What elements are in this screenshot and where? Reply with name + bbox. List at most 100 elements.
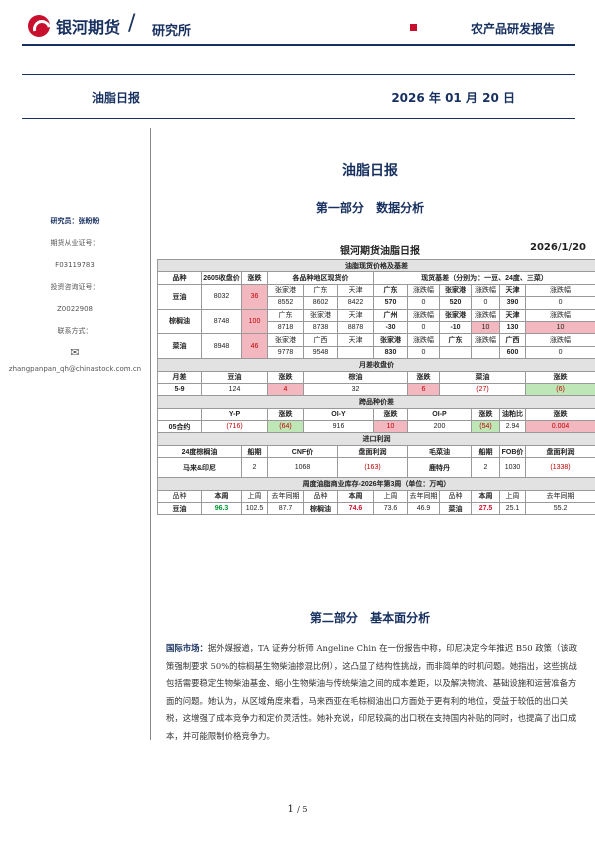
cell: 品种 — [157, 271, 202, 285]
cell: 棕榈油 — [303, 502, 338, 516]
cell: 8552 — [267, 296, 304, 310]
cell: 4 — [267, 382, 304, 397]
para-text: 据外媒报道，TA 证券分析师 Angeline Chin 在一份报告中称，印尼决… — [166, 643, 578, 741]
cell: 去年同期 — [524, 489, 595, 504]
cell: 2.94 — [499, 420, 526, 434]
cell: 1068 — [267, 457, 338, 479]
cell: 广西 — [303, 333, 338, 347]
cell: 46.9 — [407, 502, 440, 516]
section-spread: 月差收盘价 — [156, 358, 595, 372]
cell: 菜油 — [439, 370, 526, 384]
author-sidebar: 研究员：张盼盼 期货从业证号： F03119783 投资咨询证号： Z00229… — [0, 210, 150, 394]
cell: 570 — [373, 296, 408, 310]
cell: 24度棕榈油 — [157, 444, 242, 459]
cell: 涨跌幅 — [524, 283, 595, 298]
cell: 8718 — [267, 320, 304, 335]
cell: 张家港 — [439, 283, 472, 298]
cell: 600 — [499, 345, 526, 360]
cell: -10 — [439, 320, 472, 335]
cell: 现货基差（分别为：一豆、24度、三菜） — [372, 271, 595, 285]
cell: 品种 — [439, 489, 472, 504]
dept-name: 研究所 — [152, 24, 192, 39]
cell: 46 — [241, 333, 268, 360]
cell: 9548 — [303, 345, 338, 360]
cell: Y-P — [201, 407, 268, 422]
table-date: 2026/1/20 — [530, 242, 587, 253]
header-slash: / — [128, 11, 136, 36]
cell: (54) — [471, 420, 500, 434]
band-date: 2026 年 01 月 20 日 — [391, 91, 515, 105]
galaxy-logo-icon — [28, 15, 50, 37]
cell: 船期 — [241, 444, 268, 459]
brand-name: 银河期货 — [56, 18, 121, 37]
section-stock: 周度油脂商业库存-2026年第3周（单位：万吨） — [156, 477, 595, 491]
cell: 天津 — [337, 308, 374, 322]
report-type: 农产品研发报告 — [470, 22, 555, 36]
cell — [157, 407, 202, 422]
section-cross: 跨品种价差 — [156, 395, 595, 409]
cell: 6 — [407, 382, 440, 397]
page-total: 5 — [302, 805, 308, 814]
cell: (1338) — [524, 457, 595, 479]
cell: 张家港 — [373, 333, 408, 347]
cell: 豆油 — [157, 502, 202, 516]
cell: 0.004 — [524, 420, 595, 434]
cell: 盘面利润 — [337, 444, 408, 459]
cell: 上周 — [241, 489, 268, 504]
contact-label: 联系方式： — [57, 327, 93, 335]
cell: 96.3 — [201, 502, 242, 516]
divider — [150, 128, 151, 740]
mail-icon: ✉ — [70, 346, 80, 359]
cell: 36 — [241, 283, 268, 310]
cell: 8738 — [303, 320, 338, 335]
cell: CNF价 — [267, 444, 338, 459]
cell: 0 — [407, 345, 440, 360]
cell — [337, 345, 374, 360]
cell: 张家港 — [303, 308, 338, 322]
cell: 本周 — [471, 489, 500, 504]
cell: 张家港 — [439, 308, 472, 322]
page-number: 1 / 5 — [0, 804, 595, 815]
cell: 马来&印尼 — [157, 457, 242, 479]
email[interactable]: zhangpanpan_qh@chinastock.com.cn — [8, 365, 142, 373]
cell: 390 — [499, 296, 526, 310]
cell: 涨跌幅 — [407, 283, 440, 298]
cell: 豆油 — [157, 283, 202, 310]
cell: 去年同期 — [407, 489, 440, 504]
cell: 05合约 — [157, 420, 202, 434]
cell: 0 — [407, 296, 440, 310]
cell: 广东 — [439, 333, 472, 347]
cell: 涨跌 — [524, 407, 595, 422]
cell: 油粕比 — [499, 407, 526, 422]
cell: 张家港 — [267, 283, 304, 298]
cell: 100 — [241, 308, 268, 335]
cell: 8602 — [303, 296, 338, 310]
cell: 盘面利润 — [524, 444, 595, 459]
cell: 0 — [407, 320, 440, 335]
title-band — [22, 74, 575, 119]
cell: 32 — [303, 382, 408, 397]
cell: 102.5 — [241, 502, 268, 516]
cell — [471, 345, 500, 360]
page-sep: / — [297, 805, 303, 814]
cell: 10 — [524, 320, 595, 335]
cell: 涨跌 — [241, 271, 268, 285]
cell: 涨跌 — [373, 407, 408, 422]
invest-label: 投资咨询证号： — [50, 283, 100, 291]
cell: 广西 — [499, 333, 526, 347]
cell: 天津 — [499, 283, 526, 298]
band-title: 油脂日报 — [92, 91, 141, 105]
cell: 涨跌幅 — [524, 333, 595, 347]
cell: (163) — [337, 457, 408, 479]
cell: 130 — [499, 320, 526, 335]
cell: 8032 — [201, 283, 242, 310]
para-lead: 国际市场： — [166, 643, 208, 653]
cell: 124 — [201, 382, 268, 397]
section1-title: 第一部分 数据分析 — [315, 201, 425, 215]
cell: 10 — [471, 320, 500, 335]
cell: 27.5 — [471, 502, 500, 516]
cell: 74.6 — [337, 502, 374, 516]
cell — [439, 345, 472, 360]
cell: 广东 — [303, 283, 338, 298]
cell: 广州 — [373, 308, 408, 322]
